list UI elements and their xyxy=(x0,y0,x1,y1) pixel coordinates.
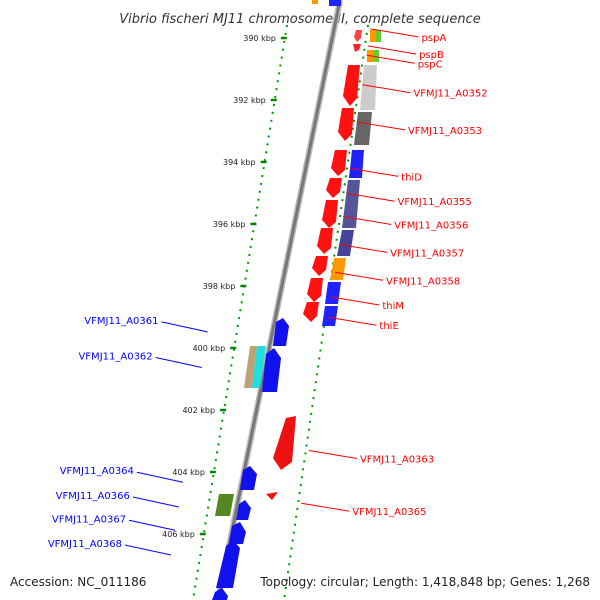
dotted-guides xyxy=(192,24,369,600)
gene-A0367-shape xyxy=(229,522,246,544)
map-title: Vibrio fischeri MJ11 chromosome II, comp… xyxy=(119,12,480,27)
tick-label-8: 406 kbp xyxy=(162,530,195,539)
tick-label-2: 394 kbp xyxy=(223,158,256,167)
gene-top-blue xyxy=(329,0,341,6)
gene-label-VFMJ11_A0368: VFMJ11_A0368 xyxy=(48,539,122,550)
tick-label-7: 404 kbp xyxy=(172,468,205,477)
gene-A0362-shape xyxy=(262,348,281,392)
gene-bottom-shape xyxy=(212,588,228,600)
gene-label-VFMJ11_A0356: VFMJ11_A0356 xyxy=(394,220,468,231)
gene-psp-green-1 xyxy=(376,30,381,42)
tick-label-0: 390 kbp xyxy=(243,34,276,43)
gene-label-VFMJ11_A0353: VFMJ11_A0353 xyxy=(408,126,482,137)
gene-A0352-grey xyxy=(360,65,377,110)
gene-label-thiM: thiM xyxy=(382,301,404,312)
gene-leader-thiM xyxy=(331,296,380,306)
gene-label-thiD: thiD xyxy=(401,172,422,183)
gene-A0368-shape xyxy=(216,540,240,588)
gene-label-VFMJ11_A0366: VFMJ11_A0366 xyxy=(56,491,130,502)
gene-leader-VFMJ11_A0357 xyxy=(338,243,388,253)
gene-label-pspC: pspC xyxy=(418,59,443,70)
gene-leader-pspB xyxy=(367,45,417,55)
gene-label-VFMJ11_A0357: VFMJ11_A0357 xyxy=(390,248,464,259)
gene-leader-pspC xyxy=(366,54,415,64)
gene-leader-VFMJ11_A0358 xyxy=(334,271,384,281)
gene-leader-VFMJ11_A0352 xyxy=(362,84,411,94)
tick-label-3: 396 kbp xyxy=(213,220,246,229)
gene-psp-green-2 xyxy=(373,50,379,62)
gene-thiE-blue xyxy=(322,306,338,326)
gene-A0365-shape xyxy=(266,492,278,500)
tick-label-6: 402 kbp xyxy=(182,406,215,415)
accession-text: Accession: NC_011186 xyxy=(10,575,146,589)
gene-A0366-green xyxy=(215,494,234,516)
gene-A0357-shape xyxy=(317,228,333,254)
gene-A0358-shape xyxy=(312,256,328,276)
gene-thiM-blue xyxy=(325,282,341,304)
gene-top-orange xyxy=(312,0,318,4)
gene-leader-VFMJ11_A0365 xyxy=(301,502,350,512)
tick-label-4: 398 kbp xyxy=(203,282,236,291)
gene-label-VFMJ11_A0362: VFMJ11_A0362 xyxy=(78,352,152,363)
gene-label-VFMJ11_A0367: VFMJ11_A0367 xyxy=(52,514,126,525)
tick-label-5: 400 kbp xyxy=(193,344,226,353)
gene-A0363-shape xyxy=(273,416,296,470)
gene-A0352-shape xyxy=(343,65,360,106)
gene-pspA-shape xyxy=(354,30,362,42)
topology-text: Topology: circular; Length: 1,418,848 bp… xyxy=(259,575,590,589)
gene-A0364-shape xyxy=(240,466,257,490)
gene-label-VFMJ11_A0352: VFMJ11_A0352 xyxy=(413,89,487,100)
inner-dotted-guide xyxy=(192,24,288,600)
gene-leader-VFMJ11_A0366 xyxy=(132,496,179,508)
gene-shapes xyxy=(212,0,381,600)
gene-label-thiE: thiE xyxy=(379,321,398,332)
gene-thiD-shape xyxy=(331,150,347,176)
gene-A0362-tan xyxy=(244,346,257,388)
gene-thiE-shape xyxy=(303,302,319,322)
gene-A0357-purple xyxy=(337,230,354,256)
gene-label-pspA: pspA xyxy=(422,33,447,44)
gene-A0366-shape xyxy=(236,500,251,520)
gene-A0361-shape xyxy=(273,318,289,346)
gene-label-pspB: pspB xyxy=(419,50,444,61)
gene-leader-VFMJ11_A0367 xyxy=(128,519,176,531)
gene-leader-VFMJ11_A0364 xyxy=(136,471,184,483)
gene-leader-VFMJ11_A0361 xyxy=(161,321,208,333)
gene-thiM-shape xyxy=(307,278,323,302)
gene-label-VFMJ11_A0365: VFMJ11_A0365 xyxy=(352,507,426,518)
outer-dotted-guide xyxy=(283,24,369,600)
tick-label-1: 392 kbp xyxy=(233,96,266,105)
scale-ticks: 390 kbp 392 kbp 394 kbp 396 kbp 398 kbp 400 k… xyxy=(162,34,287,539)
gene-psp-orange-1 xyxy=(370,30,376,42)
gene-A0362-cyan xyxy=(252,346,266,388)
gene-leader-VFMJ11_A0353 xyxy=(356,121,406,131)
gene-leader-VFMJ11_A0362 xyxy=(155,357,202,368)
gene-leader-thiE xyxy=(328,316,377,326)
gene-thiD-blue xyxy=(349,150,364,178)
gene-leader-thiD xyxy=(350,167,399,177)
gene-A0355-purple xyxy=(342,180,360,228)
gene-A0353-dark xyxy=(354,112,372,145)
gene-A0353-shape xyxy=(338,108,354,141)
gene-label-VFMJ11_A0358: VFMJ11_A0358 xyxy=(386,276,460,287)
gene-leader-VFMJ11_A0355 xyxy=(346,192,395,202)
gene-label-VFMJ11_A0361: VFMJ11_A0361 xyxy=(84,316,158,327)
gene-leader-VFMJ11_A0356 xyxy=(343,215,392,225)
gene-A0355-shape xyxy=(326,178,342,198)
gene-A0356-shape xyxy=(322,200,338,228)
gene-pspB-shape xyxy=(353,44,361,52)
gene-label-VFMJ11_A0364: VFMJ11_A0364 xyxy=(60,466,134,477)
gene-leader-pspA xyxy=(370,28,419,38)
gene-leader-VFMJ11_A0363 xyxy=(308,450,358,459)
gene-label-VFMJ11_A0363: VFMJ11_A0363 xyxy=(360,455,434,466)
gene-leader-VFMJ11_A0368 xyxy=(124,544,172,556)
gene-label-VFMJ11_A0355: VFMJ11_A0355 xyxy=(398,197,472,208)
gene-A0358-orange xyxy=(330,258,346,280)
chromosome-backbone xyxy=(215,0,343,600)
backbone-line xyxy=(216,0,342,600)
